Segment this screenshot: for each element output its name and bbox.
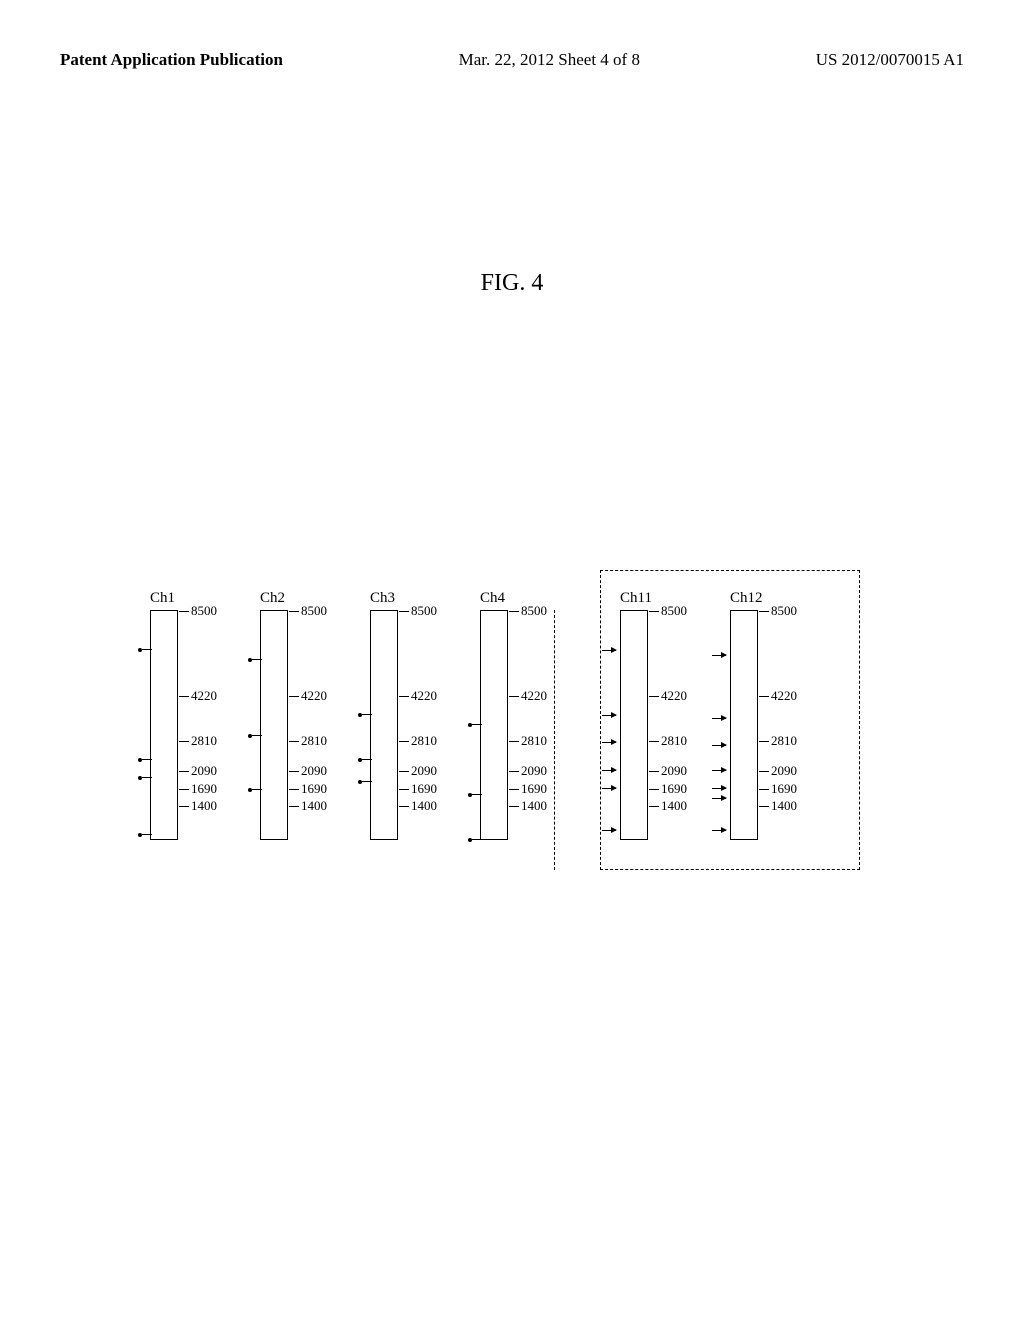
tick-label: 2810 <box>411 733 437 749</box>
header-left: Patent Application Publication <box>60 50 283 70</box>
channel-ch4: Ch4 850042202810209016901400 <box>480 590 540 850</box>
data-point-line <box>142 759 152 760</box>
data-point-line <box>362 759 372 760</box>
tick-label: 1400 <box>521 798 547 814</box>
tick-line <box>179 741 189 742</box>
tick-label: 4220 <box>191 688 217 704</box>
tick-label: 1690 <box>411 781 437 797</box>
tick-line <box>289 741 299 742</box>
tick-line <box>509 696 519 697</box>
channel-bar: 850042202810209016901400 <box>480 610 508 840</box>
channel-label: Ch3 <box>370 590 395 607</box>
tick-line <box>509 806 519 807</box>
highlighted-region <box>600 570 860 870</box>
tick-label: 4220 <box>411 688 437 704</box>
tick-label: 2810 <box>191 733 217 749</box>
tick-line <box>509 741 519 742</box>
data-point-line <box>472 794 482 795</box>
channel-bar: 850042202810209016901400 <box>370 610 398 840</box>
tick-label: 1690 <box>191 781 217 797</box>
tick-label: 8500 <box>411 603 437 619</box>
data-point-line <box>472 724 482 725</box>
data-point-line <box>362 781 372 782</box>
tick-line <box>509 611 519 612</box>
header-center: Mar. 22, 2012 Sheet 4 of 8 <box>459 50 640 70</box>
tick-line <box>179 789 189 790</box>
data-point-line <box>142 649 152 650</box>
tick-line <box>179 806 189 807</box>
tick-label: 4220 <box>301 688 327 704</box>
channel-ch3: Ch3 850042202810209016901400 <box>370 590 430 850</box>
data-point-line <box>142 777 152 778</box>
tick-line <box>399 806 409 807</box>
tick-line <box>179 696 189 697</box>
channel-chart: Ch1850042202810209016901400Ch28500422028… <box>150 590 890 880</box>
channel-bar: 850042202810209016901400 <box>150 610 178 840</box>
data-point-line <box>472 839 482 840</box>
tick-line <box>399 611 409 612</box>
header-right: US 2012/0070015 A1 <box>816 50 964 70</box>
tick-label: 2090 <box>191 763 217 779</box>
channel-label: Ch2 <box>260 590 285 607</box>
tick-label: 1400 <box>191 798 217 814</box>
tick-label: 2810 <box>301 733 327 749</box>
tick-label: 8500 <box>191 603 217 619</box>
tick-label: 1400 <box>301 798 327 814</box>
page-header: Patent Application Publication Mar. 22, … <box>0 0 1024 70</box>
tick-line <box>399 771 409 772</box>
tick-line <box>289 771 299 772</box>
data-point-line <box>252 659 262 660</box>
tick-line <box>179 771 189 772</box>
tick-line <box>399 696 409 697</box>
tick-line <box>289 696 299 697</box>
tick-label: 8500 <box>301 603 327 619</box>
tick-line <box>289 611 299 612</box>
tick-line <box>509 789 519 790</box>
data-point-line <box>252 735 262 736</box>
channel-ch2: Ch2 850042202810209016901400 <box>260 590 320 850</box>
tick-label: 1690 <box>301 781 327 797</box>
tick-label: 2090 <box>411 763 437 779</box>
tick-label: 1690 <box>521 781 547 797</box>
tick-line <box>509 771 519 772</box>
channel-label: Ch1 <box>150 590 175 607</box>
channel-ch1: Ch1 850042202810209016901400 <box>150 590 210 850</box>
tick-label: 2090 <box>521 763 547 779</box>
data-point-line <box>142 834 152 835</box>
tick-line <box>399 789 409 790</box>
data-point-line <box>252 789 262 790</box>
tick-line <box>289 789 299 790</box>
data-point-line <box>362 714 372 715</box>
tick-label: 8500 <box>521 603 547 619</box>
figure-title: FIG. 4 <box>0 270 1024 297</box>
channel-label: Ch4 <box>480 590 505 607</box>
separator-dash <box>554 610 555 870</box>
channel-bar: 850042202810209016901400 <box>260 610 288 840</box>
tick-label: 1400 <box>411 798 437 814</box>
tick-line <box>179 611 189 612</box>
tick-line <box>399 741 409 742</box>
tick-line <box>289 806 299 807</box>
tick-label: 2090 <box>301 763 327 779</box>
tick-label: 2810 <box>521 733 547 749</box>
tick-label: 4220 <box>521 688 547 704</box>
